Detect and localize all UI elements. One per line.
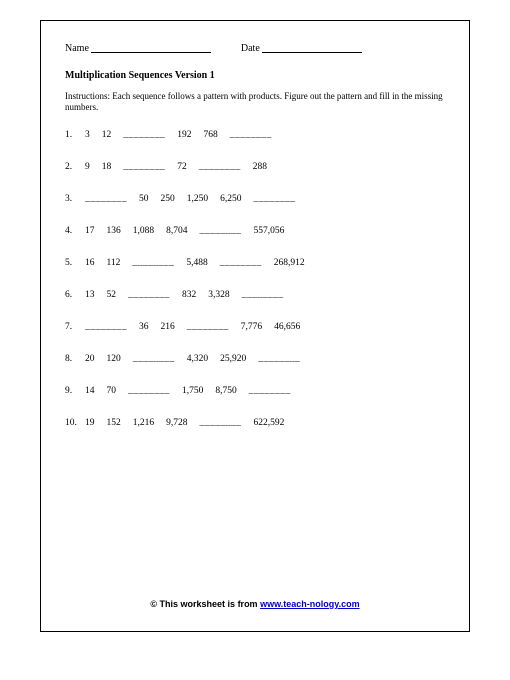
sequence-value: 50 [139, 194, 161, 204]
sequence-value: 9 [85, 162, 102, 172]
sequence-rows: 1.312________192768________2.918________… [65, 130, 445, 428]
row-number: 9. [65, 386, 85, 396]
footer-prefix: © This worksheet is from [150, 599, 260, 609]
sequence-value: 1,216 [133, 418, 166, 428]
blank-field[interactable]: ________ [230, 130, 284, 140]
blank-field[interactable]: ________ [123, 162, 177, 172]
sequence-value: 557,056 [254, 226, 297, 236]
sequence-value: 136 [107, 226, 133, 236]
row-number: 4. [65, 226, 85, 236]
sequence-value: 112 [107, 258, 133, 268]
worksheet-title: Multiplication Sequences Version 1 [65, 70, 445, 81]
sequence-value: 832 [182, 290, 208, 300]
blank-field[interactable]: ________ [200, 226, 254, 236]
row-number: 2. [65, 162, 85, 172]
sequence-value: 120 [107, 354, 133, 364]
sequence-row: 10.191521,2169,728________622,592 [65, 418, 445, 428]
sequence-value: 4,320 [187, 354, 220, 364]
blank-field[interactable]: ________ [128, 386, 182, 396]
sequence-value: 14 [85, 386, 107, 396]
sequence-row: 9.1470________1,7508,750________ [65, 386, 445, 396]
sequence-value: 3,328 [208, 290, 241, 300]
sequence-value: 16 [85, 258, 107, 268]
sequence-value: 192 [177, 130, 203, 140]
sequence-value: 268,912 [274, 258, 317, 268]
sequence-value: 36 [139, 322, 161, 332]
sequence-value: 52 [107, 290, 129, 300]
sequence-value: 72 [177, 162, 199, 172]
sequence-value: 46,656 [274, 322, 312, 332]
sequence-value: 6,250 [220, 194, 253, 204]
sequence-value: 25,920 [220, 354, 258, 364]
sequence-value: 250 [161, 194, 187, 204]
sequence-value: 8,750 [215, 386, 248, 396]
sequence-value: 12 [102, 130, 124, 140]
sequence-value: 18 [102, 162, 124, 172]
row-number: 5. [65, 258, 85, 268]
blank-field[interactable]: ________ [220, 258, 274, 268]
footer: © This worksheet is from www.teach-nolog… [41, 599, 469, 609]
header-line: Name Date [65, 43, 445, 54]
sequence-value: 622,592 [254, 418, 297, 428]
blank-field[interactable]: ________ [85, 194, 139, 204]
sequence-value: 13 [85, 290, 107, 300]
date-label: Date [241, 43, 260, 54]
blank-field[interactable]: ________ [133, 354, 187, 364]
sequence-row: 3.________502501,2506,250________ [65, 194, 445, 204]
sequence-value: 3 [85, 130, 102, 140]
blank-field[interactable]: ________ [85, 322, 139, 332]
instructions: Instructions: Each sequence follows a pa… [65, 91, 445, 114]
footer-link[interactable]: www.teach-nology.com [260, 599, 360, 609]
row-number: 3. [65, 194, 85, 204]
date-blank[interactable] [262, 42, 362, 53]
sequence-row: 6.1352________8323,328________ [65, 290, 445, 300]
row-number: 1. [65, 130, 85, 140]
blank-field[interactable]: ________ [132, 258, 186, 268]
sequence-value: 70 [107, 386, 129, 396]
sequence-row: 7.________36216________7,77646,656 [65, 322, 445, 332]
blank-field[interactable]: ________ [249, 386, 303, 396]
sequence-value: 8,704 [166, 226, 199, 236]
row-number: 10. [65, 418, 85, 428]
blank-field[interactable]: ________ [187, 322, 241, 332]
blank-field[interactable]: ________ [200, 418, 254, 428]
worksheet-page: Name Date Multiplication Sequences Versi… [40, 20, 470, 632]
sequence-value: 288 [253, 162, 279, 172]
row-number: 7. [65, 322, 85, 332]
blank-field[interactable]: ________ [258, 354, 312, 364]
sequence-value: 7,776 [241, 322, 274, 332]
blank-field[interactable]: ________ [123, 130, 177, 140]
sequence-value: 5,488 [186, 258, 219, 268]
sequence-value: 152 [107, 418, 133, 428]
sequence-value: 9,728 [166, 418, 199, 428]
sequence-value: 768 [204, 130, 230, 140]
sequence-value: 20 [85, 354, 107, 364]
sequence-row: 8.20120________4,32025,920________ [65, 354, 445, 364]
name-label: Name [65, 43, 89, 54]
row-number: 8. [65, 354, 85, 364]
sequence-row: 5.16112________5,488________268,912 [65, 258, 445, 268]
sequence-value: 17 [85, 226, 107, 236]
sequence-row: 1.312________192768________ [65, 130, 445, 140]
blank-field[interactable]: ________ [242, 290, 296, 300]
sequence-value: 1,088 [133, 226, 166, 236]
sequence-value: 216 [161, 322, 187, 332]
sequence-value: 19 [85, 418, 107, 428]
sequence-row: 2.918________72________288 [65, 162, 445, 172]
row-number: 6. [65, 290, 85, 300]
blank-field[interactable]: ________ [128, 290, 182, 300]
sequence-value: 1,750 [182, 386, 215, 396]
blank-field[interactable]: ________ [254, 194, 308, 204]
blank-field[interactable]: ________ [199, 162, 253, 172]
sequence-value: 1,250 [187, 194, 220, 204]
name-blank[interactable] [91, 42, 211, 53]
sequence-row: 4.171361,0888,704________557,056 [65, 226, 445, 236]
